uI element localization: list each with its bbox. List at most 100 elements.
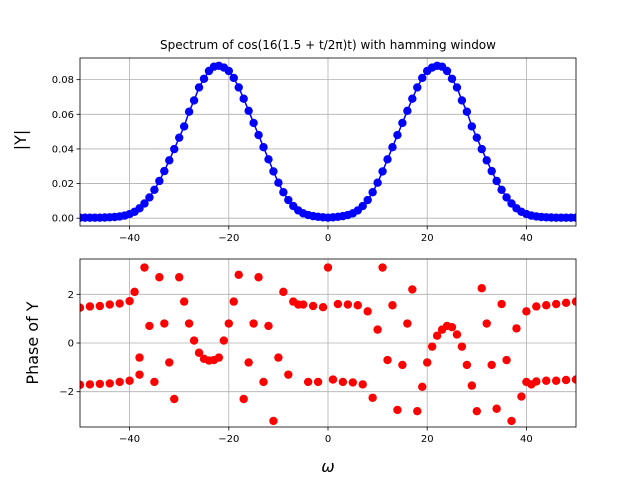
- data-point: [561, 375, 571, 385]
- data-point: [542, 301, 551, 310]
- data-point: [432, 331, 442, 340]
- data-point: [388, 143, 397, 152]
- data-point: [105, 379, 114, 388]
- data-point: [259, 143, 268, 152]
- data-point: [125, 296, 134, 306]
- data-point: [482, 156, 491, 165]
- data-point: [279, 287, 288, 297]
- y-tick-label: 0.08: [52, 75, 74, 86]
- data-point: [80, 303, 85, 312]
- series-group: [80, 263, 576, 426]
- y-tick-label: 0.02: [52, 179, 74, 190]
- data-point: [353, 301, 362, 310]
- data-point: [467, 381, 477, 390]
- data-point: [418, 382, 427, 392]
- y-tick-label: −2: [59, 387, 74, 398]
- data-point: [383, 155, 392, 164]
- data-point: [368, 188, 377, 197]
- data-point: [135, 370, 144, 379]
- data-point: [497, 185, 506, 194]
- y-tick-label: 0.04: [52, 144, 74, 155]
- data-point: [165, 156, 174, 165]
- data-point: [497, 299, 506, 309]
- data-point: [383, 355, 392, 365]
- data-point: [145, 193, 154, 202]
- x-tick-label: 20: [421, 233, 434, 244]
- y-tick-label: 0.00: [52, 214, 74, 225]
- data-point: [264, 321, 273, 331]
- data-point: [125, 376, 134, 385]
- data-point: [264, 155, 273, 164]
- x-tick-label: 0: [325, 434, 331, 445]
- data-point: [170, 394, 179, 404]
- data-point: [175, 273, 184, 282]
- data-point: [482, 319, 491, 328]
- data-point: [502, 193, 511, 202]
- data-point: [522, 307, 531, 316]
- data-point: [229, 297, 238, 306]
- magnitude-series: [80, 61, 576, 222]
- data-point: [299, 300, 308, 309]
- data-point: [561, 298, 571, 308]
- data-point: [95, 301, 105, 311]
- x-axis-label: ω: [321, 457, 334, 476]
- data-point: [85, 380, 95, 389]
- data-point: [571, 297, 576, 306]
- data-point: [413, 83, 422, 92]
- data-point: [477, 284, 486, 293]
- data-point: [239, 94, 248, 103]
- data-point: [403, 319, 412, 328]
- series-group: [80, 61, 576, 222]
- data-point: [472, 133, 481, 142]
- phase-grid: [80, 259, 576, 427]
- data-point: [467, 122, 477, 131]
- x-tick-label: −20: [218, 233, 239, 244]
- data-point: [194, 83, 204, 92]
- data-point: [244, 106, 253, 116]
- data-point: [462, 360, 472, 370]
- data-point: [502, 355, 511, 365]
- chart-title: Spectrum of cos(16(1.5 + t/2π)t) with ha…: [160, 38, 496, 52]
- data-point: [408, 94, 417, 103]
- data-point: [378, 167, 387, 176]
- data-point: [532, 302, 541, 311]
- data-point: [140, 199, 149, 208]
- data-point: [447, 322, 457, 332]
- data-point: [194, 348, 204, 357]
- data-point: [199, 74, 209, 83]
- y-tick-label: 2: [68, 290, 74, 301]
- data-point: [179, 122, 189, 131]
- data-point: [427, 342, 437, 351]
- data-point: [373, 178, 382, 187]
- data-point: [542, 376, 551, 385]
- data-point: [532, 377, 541, 386]
- data-point: [259, 377, 268, 387]
- data-point: [234, 270, 243, 280]
- data-point: [135, 353, 144, 362]
- data-point: [269, 167, 278, 176]
- data-point: [457, 342, 467, 351]
- data-point: [150, 377, 159, 387]
- magnitude-grid: [80, 58, 576, 226]
- data-point: [323, 263, 333, 272]
- data-point: [447, 74, 457, 83]
- data-point: [284, 370, 293, 379]
- data-point: [279, 188, 288, 197]
- data-point: [224, 66, 233, 76]
- data-point: [130, 287, 139, 297]
- data-point: [189, 96, 199, 105]
- data-point: [80, 380, 85, 390]
- data-point: [274, 353, 283, 362]
- data-point: [184, 319, 194, 328]
- data-point: [244, 358, 253, 367]
- data-point: [358, 201, 367, 211]
- data-point: [328, 375, 338, 384]
- data-point: [150, 185, 159, 194]
- data-point: [224, 319, 233, 328]
- data-point: [398, 118, 407, 128]
- x-tick-label: 0: [325, 233, 331, 244]
- data-point: [184, 107, 194, 116]
- data-point: [517, 392, 526, 401]
- data-point: [219, 336, 229, 345]
- data-point: [492, 404, 501, 413]
